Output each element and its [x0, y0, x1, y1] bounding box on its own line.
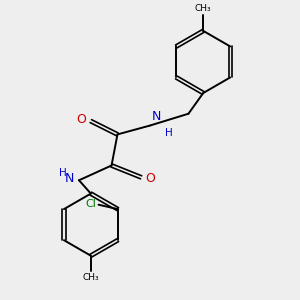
- Text: H: H: [165, 128, 172, 138]
- Text: CH₃: CH₃: [82, 274, 99, 283]
- Text: N: N: [65, 172, 75, 185]
- Text: H: H: [59, 168, 67, 178]
- Text: N: N: [152, 110, 161, 123]
- Text: CH₃: CH₃: [195, 4, 211, 13]
- Text: O: O: [146, 172, 155, 185]
- Text: Cl: Cl: [85, 199, 96, 209]
- Text: O: O: [76, 113, 86, 126]
